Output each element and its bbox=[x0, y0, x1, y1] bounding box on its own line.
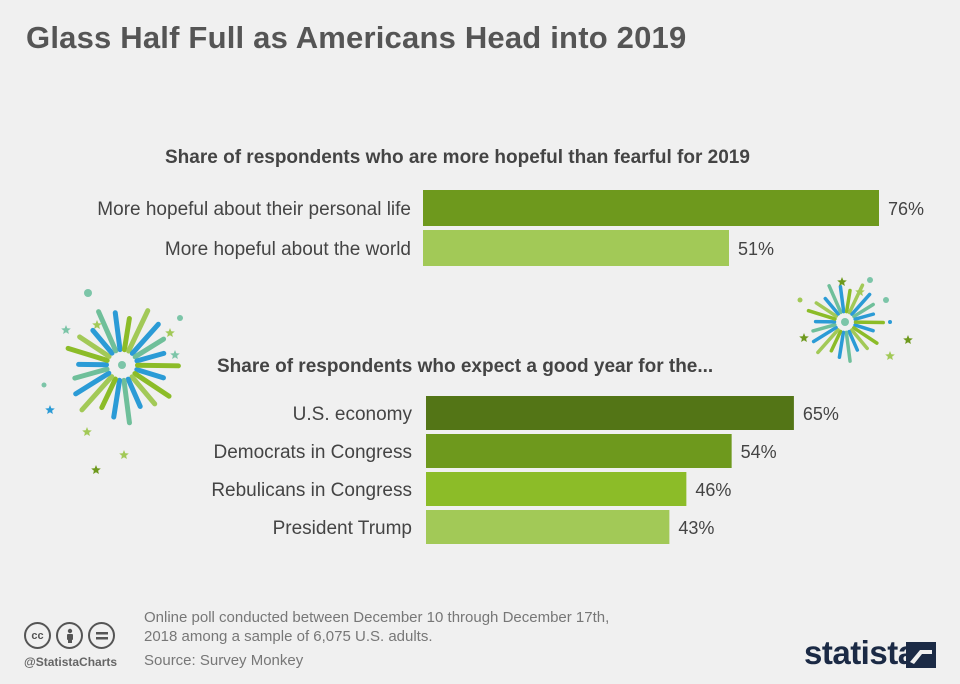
chart2-value-label-2: 54% bbox=[741, 442, 777, 462]
chart1-category-label-1: More hopeful about their personal life bbox=[97, 199, 411, 220]
chart2-bar-2 bbox=[426, 434, 732, 468]
statista-logo-icon bbox=[906, 642, 936, 668]
twitter-handle: @StatistaCharts bbox=[24, 655, 118, 669]
chart-title: Glass Half Full as Americans Head into 2… bbox=[26, 20, 687, 55]
license-icons: cc bbox=[24, 622, 115, 649]
chart1-value-label-1: 76% bbox=[888, 199, 924, 219]
chart2-bar-1 bbox=[426, 396, 794, 430]
chart2-value-label-4: 43% bbox=[678, 518, 714, 538]
chart2-bar-3 bbox=[426, 472, 687, 506]
attribution-icon bbox=[56, 622, 83, 649]
chart1-subtitle: Share of respondents who are more hopefu… bbox=[165, 147, 750, 168]
cc-icon: cc bbox=[24, 622, 51, 649]
chart1-bar-2 bbox=[423, 230, 729, 266]
chart1-category-label-2: More hopeful about the world bbox=[165, 239, 411, 260]
no-derivatives-icon bbox=[88, 622, 115, 649]
chart1-bar-1 bbox=[423, 190, 879, 226]
statista-logo: statista bbox=[804, 634, 916, 671]
chart2-category-label-1: U.S. economy bbox=[293, 404, 413, 425]
fireworks-decoration bbox=[41, 277, 913, 474]
chart2-category-label-3: Rebulicans in Congress bbox=[211, 480, 412, 501]
chart2-value-label-1: 65% bbox=[803, 404, 839, 424]
source: Source: Survey Monkey bbox=[144, 652, 304, 669]
chart2-bar-4 bbox=[426, 510, 670, 544]
chart2-value-label-3: 46% bbox=[695, 480, 731, 500]
chart2-category-label-4: President Trump bbox=[273, 518, 412, 539]
chart2-subtitle: Share of respondents who expect a good y… bbox=[217, 356, 714, 377]
footnote: Online poll conducted between December 1… bbox=[144, 609, 610, 645]
chart1-value-label-2: 51% bbox=[738, 239, 774, 259]
chart2-category-label-2: Democrats in Congress bbox=[213, 442, 412, 463]
